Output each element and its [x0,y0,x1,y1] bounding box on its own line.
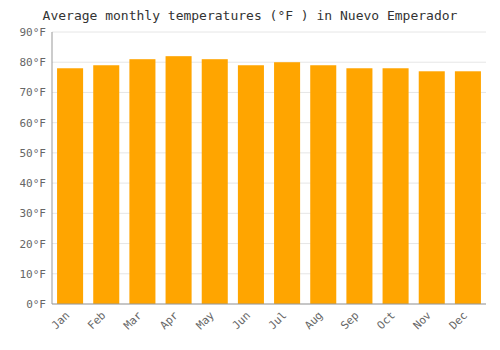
x-tick-label: Dec [447,309,470,332]
y-tick-label: 40°F [20,177,47,190]
y-axis [52,32,53,304]
y-tick-label: 80°F [20,56,47,69]
y-tick-label: 60°F [20,117,47,130]
bar [129,59,155,304]
x-tick-label: Jun [230,309,253,332]
x-tick-label: Mar [121,309,145,333]
grid-line [52,32,486,33]
bar [57,68,83,304]
x-tick-label: Nov [411,309,435,333]
y-tick-label: 10°F [20,268,47,281]
bar [274,62,300,304]
y-tick-label: 20°F [20,238,47,251]
title: Average monthly temperatures (°F ) in Nu… [43,8,458,23]
y-tick-label: 50°F [20,147,47,160]
bar [238,65,264,304]
y-grid [52,32,486,304]
x-tick-label: Jan [49,309,72,332]
x-tick-label: Oct [374,309,397,332]
grid-line [52,62,486,63]
bar [346,68,372,304]
grid-line [52,304,486,305]
bar [455,71,481,304]
y-tick-label: 30°F [20,207,47,220]
x-tick-label: Aug [302,309,325,332]
x-tick-label: Jul [266,309,289,332]
bar [166,56,192,304]
bar [93,65,119,304]
x-axis [52,304,486,305]
bar [202,59,228,304]
y-tick-label: 0°F [26,298,46,311]
x-tick-label: May [194,309,218,333]
y-tick-label: 70°F [20,86,47,99]
bar [310,65,336,304]
chart: 0°F 10°F 20°F 30°F 40°F 50°F 60°F 70°F 80°F 90°F J… [0,0,500,350]
bar [383,68,409,304]
y-tick-label: 90°F [20,26,47,39]
bars [57,56,481,304]
x-tick-label: Sep [338,309,361,332]
x-tick-label: Feb [85,309,108,332]
bar [419,71,445,304]
x-tick-label: Apr [157,309,181,333]
